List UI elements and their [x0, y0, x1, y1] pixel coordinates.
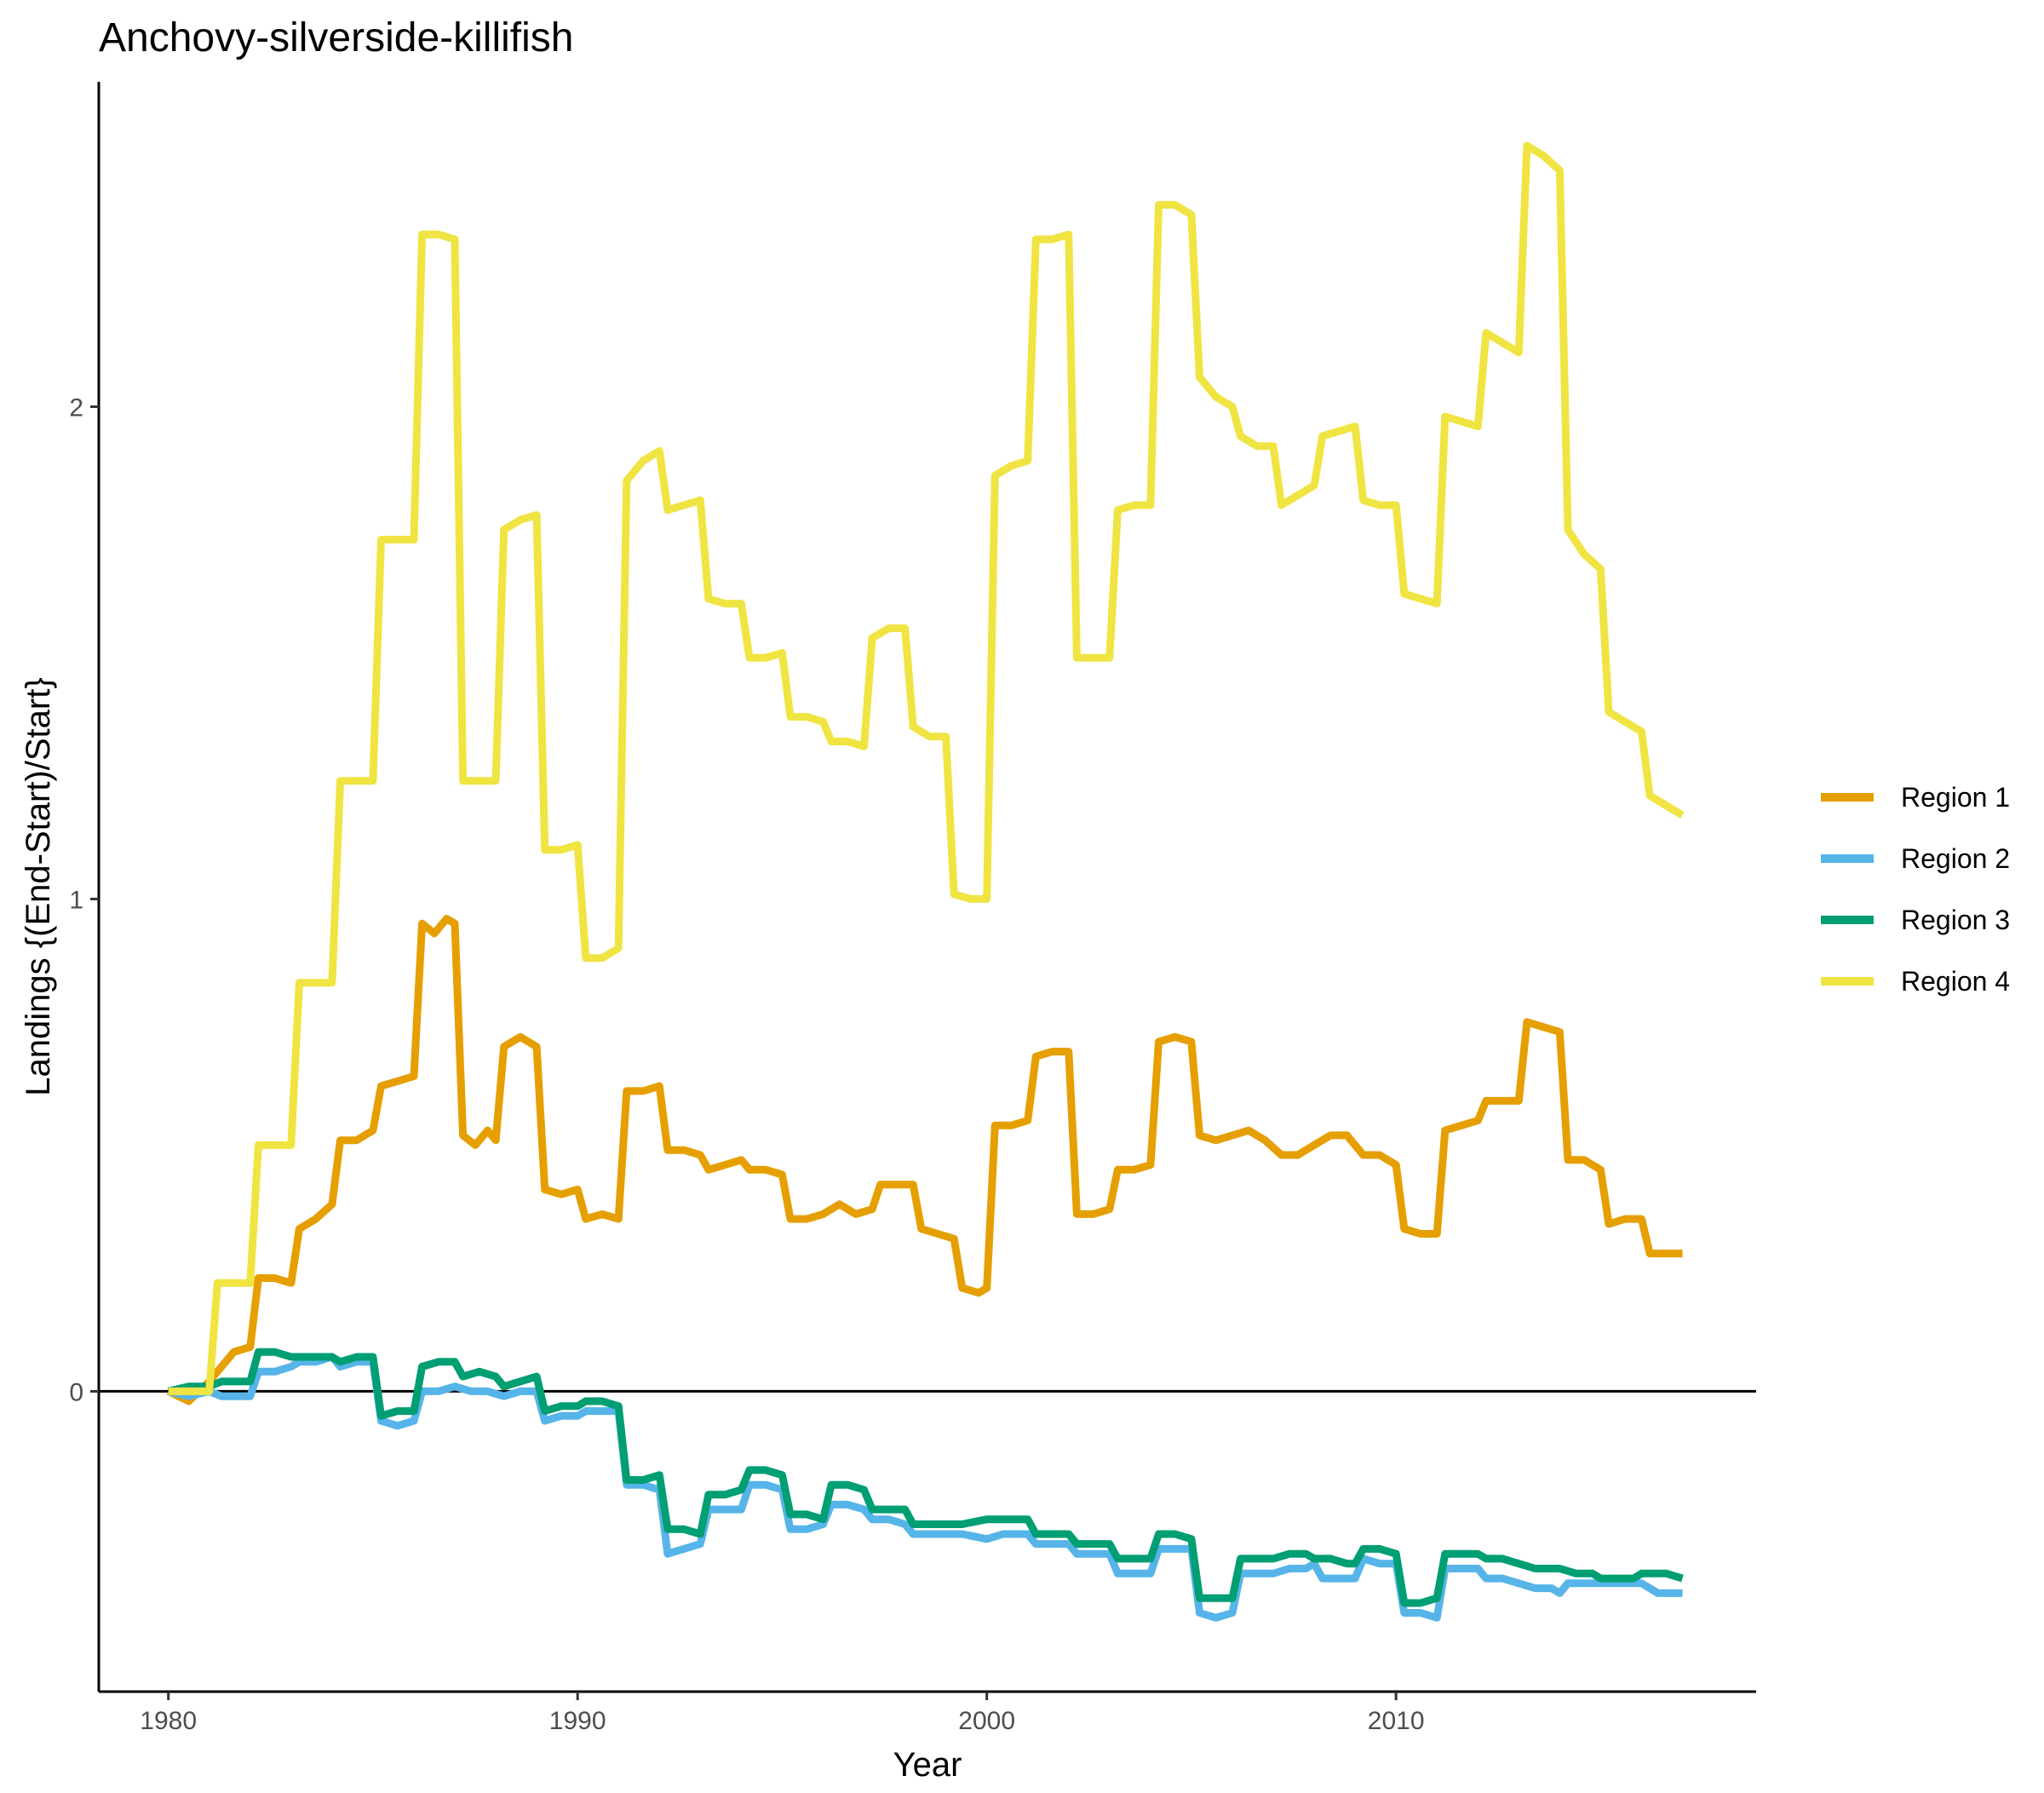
x-axis-label: Year [893, 1746, 962, 1784]
y-ticks: 0 1 2 [69, 394, 99, 1406]
x-tick-label: 2000 [958, 1707, 1015, 1735]
legend: Region 1 Region 2 Region 3 Region 4 [1821, 782, 2010, 997]
x-tick-label: 1980 [140, 1707, 197, 1735]
series-line-region-2 [167, 1353, 1683, 1622]
y-tick-label: 0 [69, 1378, 83, 1406]
series-line-region-4 [168, 141, 1685, 1395]
series-layer [166, 141, 1685, 1622]
legend-label: Region 4 [1901, 966, 2010, 997]
legend-item-region-2: Region 2 [1821, 843, 2010, 874]
chart-title: Anchovy-silverside-killifish [99, 15, 573, 60]
legend-item-region-4: Region 4 [1821, 966, 2010, 997]
y-axis-label: Landings {(End-Start)/Start} [20, 677, 57, 1095]
y-tick-label: 1 [69, 886, 83, 914]
legend-item-region-3: Region 3 [1821, 905, 2010, 935]
legend-item-region-1: Region 1 [1821, 782, 2010, 813]
x-tick-label: 2010 [1368, 1707, 1425, 1735]
legend-label: Region 1 [1901, 782, 2010, 813]
legend-label: Region 3 [1901, 905, 2010, 935]
series-line-region-3 [167, 1348, 1684, 1607]
series-line-region-1 [166, 915, 1683, 1405]
axes-layer [97, 82, 1756, 1693]
x-ticks: 1980 1990 2000 2010 [140, 1692, 1425, 1735]
y-tick-label: 2 [69, 394, 83, 422]
legend-label: Region 2 [1901, 843, 2010, 874]
x-tick-label: 1990 [549, 1707, 606, 1735]
